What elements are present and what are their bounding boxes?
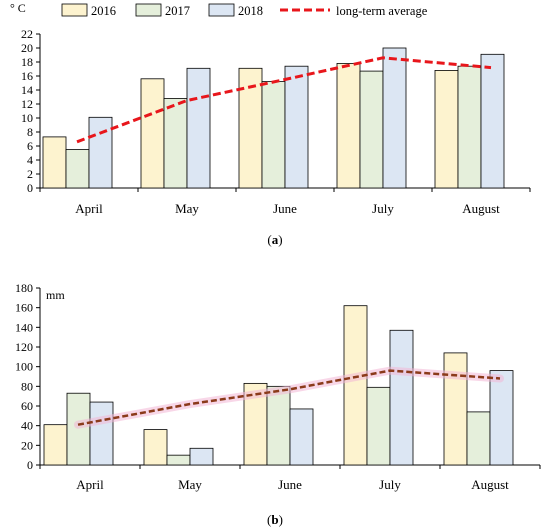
- panel-b-bar-2016-august: [443, 352, 468, 466]
- panel-b-bar-2018-june: [289, 408, 314, 466]
- legend-swatch-2018: [208, 3, 235, 17]
- panel-a-category-label: August: [462, 201, 500, 216]
- panel-a-unit-label: ° C: [10, 1, 26, 15]
- panel-b-category-label: June: [278, 477, 302, 492]
- panel-b-bar-2017-august: [466, 411, 491, 466]
- panel-a-bar-2017-august: [457, 65, 482, 189]
- panel-a-y-tick-label: 22: [21, 27, 33, 41]
- panel-b-y-tick-label: 60: [21, 399, 33, 413]
- panel-b-y-tick-label: 140: [15, 320, 33, 334]
- panel-a-bar-2018-april: [88, 116, 113, 189]
- panel-a-y-tick-label: 6: [27, 139, 33, 153]
- panel-a-y-tick-label: 8: [27, 125, 33, 139]
- panel-a-bar-2016-april: [42, 136, 67, 189]
- panel-b-label-letter: b: [271, 512, 278, 527]
- panel-b-category-label: July: [379, 477, 401, 492]
- panel-b-y-tick-label: 40: [21, 419, 33, 433]
- panel-a-bar-2016-may: [140, 78, 165, 189]
- panel-b-label: (b): [267, 512, 283, 527]
- panel-b-bar-2017-june: [266, 385, 291, 466]
- panel-b-average-line: [77, 369, 501, 426]
- panel-b-category-label: August: [471, 477, 509, 492]
- panel-b-bar-2016-april: [43, 424, 68, 466]
- panel-a-label: (a): [267, 232, 282, 247]
- panel-a-average-line: [76, 56, 492, 144]
- panel-a-bar-2018-july: [382, 47, 407, 189]
- panel-a-bar-2018-may: [186, 67, 211, 189]
- panel-a-category-label: July: [372, 201, 394, 216]
- panel-a-y-tick-label: 20: [21, 41, 33, 55]
- legend-label-2: 2018: [238, 4, 263, 18]
- panel-b-bar-2017-july: [366, 386, 391, 466]
- panel-a-y-tick-label: 0: [27, 181, 33, 195]
- panel-a-y-tick-label: 2: [27, 167, 33, 181]
- panel-a-bar-2016-july: [336, 63, 361, 189]
- panel-a-category-label: April: [75, 201, 103, 216]
- panel-a-category-label: June: [273, 201, 297, 216]
- panel-b-bar-2017-april: [66, 392, 91, 466]
- panel-b-y-tick-label: 180: [15, 281, 33, 295]
- panel-b-bar-2018-april: [89, 401, 114, 466]
- panel-b-y-tick-label: 120: [15, 340, 33, 354]
- panel-a-bar-2016-august: [434, 70, 459, 189]
- legend-swatch-2016: [61, 3, 88, 17]
- panel-a-bar-2017-june: [261, 81, 286, 189]
- panel-b-bar-2018-august: [489, 370, 514, 466]
- panel-b-y-tick-label: 80: [21, 379, 33, 393]
- panel-a-category-label: May: [175, 201, 199, 216]
- panel-b-y-tick-label: 20: [21, 438, 33, 452]
- panel-b-category-label: May: [178, 477, 202, 492]
- legend-label-1: 2017: [165, 4, 190, 18]
- panel-b-bar-2017-may: [166, 454, 191, 466]
- panel-b-y-tick-label: 160: [15, 301, 33, 315]
- panel-b-bar-2016-may: [143, 429, 168, 466]
- panel-b-bar-2016-july: [343, 305, 368, 466]
- panel-b-y-tick-label: 100: [15, 360, 33, 374]
- panel-a-bar-2018-june: [284, 65, 309, 189]
- panel-a-bar-2017-april: [65, 149, 90, 189]
- legend-label-0: 2016: [91, 4, 116, 18]
- panel-b-bar-2018-may: [189, 447, 214, 466]
- panel-b-unit-label: mm: [46, 288, 65, 302]
- panel-b-category-label: April: [76, 477, 104, 492]
- panel-b-bar-2018-july: [389, 329, 414, 466]
- panel-a-y-tick-label: 12: [21, 97, 33, 111]
- legend-label-3: long-term average: [336, 4, 428, 18]
- panel-a-label-letter: a: [272, 232, 279, 247]
- panel-b-y-tick-label: 0: [27, 458, 33, 472]
- legend-swatch-2017: [135, 3, 162, 17]
- panel-a-y-tick-label: 18: [21, 55, 33, 69]
- panel-a-bar-2017-july: [359, 70, 384, 189]
- panel-a-bar-2017-may: [163, 98, 188, 189]
- panel-a-bar-2018-august: [480, 53, 505, 189]
- panel-a-y-tick-label: 4: [27, 153, 33, 167]
- panel-a-y-tick-label: 10: [21, 111, 33, 125]
- panel-a-y-tick-label: 14: [21, 83, 33, 97]
- panel-a-y-tick-label: 16: [21, 69, 33, 83]
